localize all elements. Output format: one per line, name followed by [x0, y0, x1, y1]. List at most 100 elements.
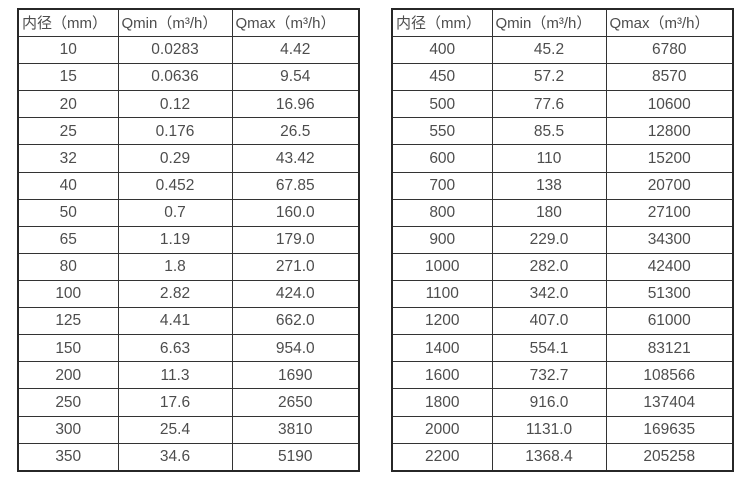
table-row: 15 0.0636 9.54 — [17, 63, 360, 92]
table-cell: 1100 — [391, 279, 493, 309]
table-cell: 900 — [391, 225, 493, 254]
table-row: 900 229.0 34300 — [391, 225, 734, 254]
table-cell: 1.8 — [117, 252, 233, 281]
table-cell: 65 — [17, 225, 119, 254]
column-header: 内径（mm） — [17, 8, 119, 37]
flow-spec-table-small-diameters: 内径（mm） Qmin（m³/h） Qmax（m³/h） 10 0.0283 4.42 1… — [17, 8, 360, 472]
table-header-row: 内径（mm） Qmin（m³/h） Qmax（m³/h） — [391, 8, 734, 37]
column-header: 内径（mm） — [391, 8, 493, 37]
table-cell: 342.0 — [491, 279, 607, 309]
table-cell: 20 — [17, 90, 119, 119]
table-row: 300 25.4 3810 — [17, 415, 360, 444]
table-cell: 2650 — [231, 388, 360, 417]
table-row: 1600 732.7 108566 — [391, 361, 734, 390]
table-row: 500 77.6 10600 — [391, 90, 734, 119]
table-cell: 26.5 — [231, 117, 360, 146]
table-cell: 34.6 — [117, 442, 233, 472]
table-cell: 34300 — [605, 225, 734, 254]
table-cell: 1200 — [391, 307, 493, 336]
table-cell: 50 — [17, 198, 119, 227]
table-cell: 6780 — [605, 35, 734, 65]
table-cell: 40 — [17, 171, 119, 200]
table-row: 100 2.82 424.0 — [17, 279, 360, 309]
table-cell: 10600 — [605, 90, 734, 119]
table-cell: 282.0 — [491, 252, 607, 281]
table-cell: 0.0636 — [117, 63, 233, 92]
flow-spec-table-large-diameters: 内径（mm） Qmin（m³/h） Qmax（m³/h） 400 45.2 6780 45… — [391, 8, 734, 472]
table-cell: 6.63 — [117, 334, 233, 363]
table-cell: 5190 — [231, 442, 360, 472]
table-cell: 150 — [17, 334, 119, 363]
table-cell: 110 — [491, 144, 607, 173]
table-cell: 57.2 — [491, 63, 607, 92]
table-row: 125 4.41 662.0 — [17, 307, 360, 336]
table-cell: 250 — [17, 388, 119, 417]
table-cell: 16.96 — [231, 90, 360, 119]
table-cell: 600 — [391, 144, 493, 173]
table-cell: 400 — [391, 35, 493, 65]
table-row: 2000 1131.0 169635 — [391, 415, 734, 444]
table-cell: 2200 — [391, 442, 493, 472]
table-row: 700 138 20700 — [391, 171, 734, 200]
table-cell: 9.54 — [231, 63, 360, 92]
table-cell: 25 — [17, 117, 119, 146]
table-cell: 61000 — [605, 307, 734, 336]
table-row: 2200 1368.4 205258 — [391, 442, 734, 472]
table-row: 800 180 27100 — [391, 198, 734, 227]
table-cell: 732.7 — [491, 361, 607, 390]
table-cell: 0.29 — [117, 144, 233, 173]
table-row: 400 45.2 6780 — [391, 35, 734, 65]
table-cell: 1131.0 — [491, 415, 607, 444]
table-cell: 25.4 — [117, 415, 233, 444]
table-cell: 180 — [491, 198, 607, 227]
table-cell: 32 — [17, 144, 119, 173]
table-cell: 229.0 — [491, 225, 607, 254]
table-cell: 45.2 — [491, 35, 607, 65]
table-row: 20 0.12 16.96 — [17, 90, 360, 119]
table-row: 1100 342.0 51300 — [391, 279, 734, 309]
table-cell: 108566 — [605, 361, 734, 390]
table-cell: 1000 — [391, 252, 493, 281]
table-row: 450 57.2 8570 — [391, 63, 734, 92]
table-cell: 200 — [17, 361, 119, 390]
table-cell: 43.42 — [231, 144, 360, 173]
table-cell: 954.0 — [231, 334, 360, 363]
table-cell: 554.1 — [491, 334, 607, 363]
table-cell: 0.0283 — [117, 35, 233, 65]
table-cell: 169635 — [605, 415, 734, 444]
table-header-row: 内径（mm） Qmin（m³/h） Qmax（m³/h） — [17, 8, 360, 37]
table-cell: 1368.4 — [491, 442, 607, 472]
table-cell: 916.0 — [491, 388, 607, 417]
table-cell: 1690 — [231, 361, 360, 390]
table-row: 1000 282.0 42400 — [391, 252, 734, 281]
table-cell: 8570 — [605, 63, 734, 92]
table-cell: 12800 — [605, 117, 734, 146]
table-cell: 0.7 — [117, 198, 233, 227]
table-cell: 0.176 — [117, 117, 233, 146]
table-cell: 0.12 — [117, 90, 233, 119]
table-cell: 424.0 — [231, 279, 360, 309]
table-cell: 77.6 — [491, 90, 607, 119]
table-cell: 500 — [391, 90, 493, 119]
table-cell: 42400 — [605, 252, 734, 281]
table-cell: 15 — [17, 63, 119, 92]
table-cell: 100 — [17, 279, 119, 309]
table-row: 250 17.6 2650 — [17, 388, 360, 417]
table-cell: 1400 — [391, 334, 493, 363]
table-row: 1800 916.0 137404 — [391, 388, 734, 417]
table-cell: 27100 — [605, 198, 734, 227]
table-cell: 125 — [17, 307, 119, 336]
table-row: 600 110 15200 — [391, 144, 734, 173]
table-cell: 2.82 — [117, 279, 233, 309]
table-cell: 138 — [491, 171, 607, 200]
table-cell: 3810 — [231, 415, 360, 444]
table-cell: 1.19 — [117, 225, 233, 254]
table-row: 32 0.29 43.42 — [17, 144, 360, 173]
table-row: 25 0.176 26.5 — [17, 117, 360, 146]
table-row: 40 0.452 67.85 — [17, 171, 360, 200]
table-cell: 137404 — [605, 388, 734, 417]
table-cell: 271.0 — [231, 252, 360, 281]
table-cell: 0.452 — [117, 171, 233, 200]
table-cell: 80 — [17, 252, 119, 281]
